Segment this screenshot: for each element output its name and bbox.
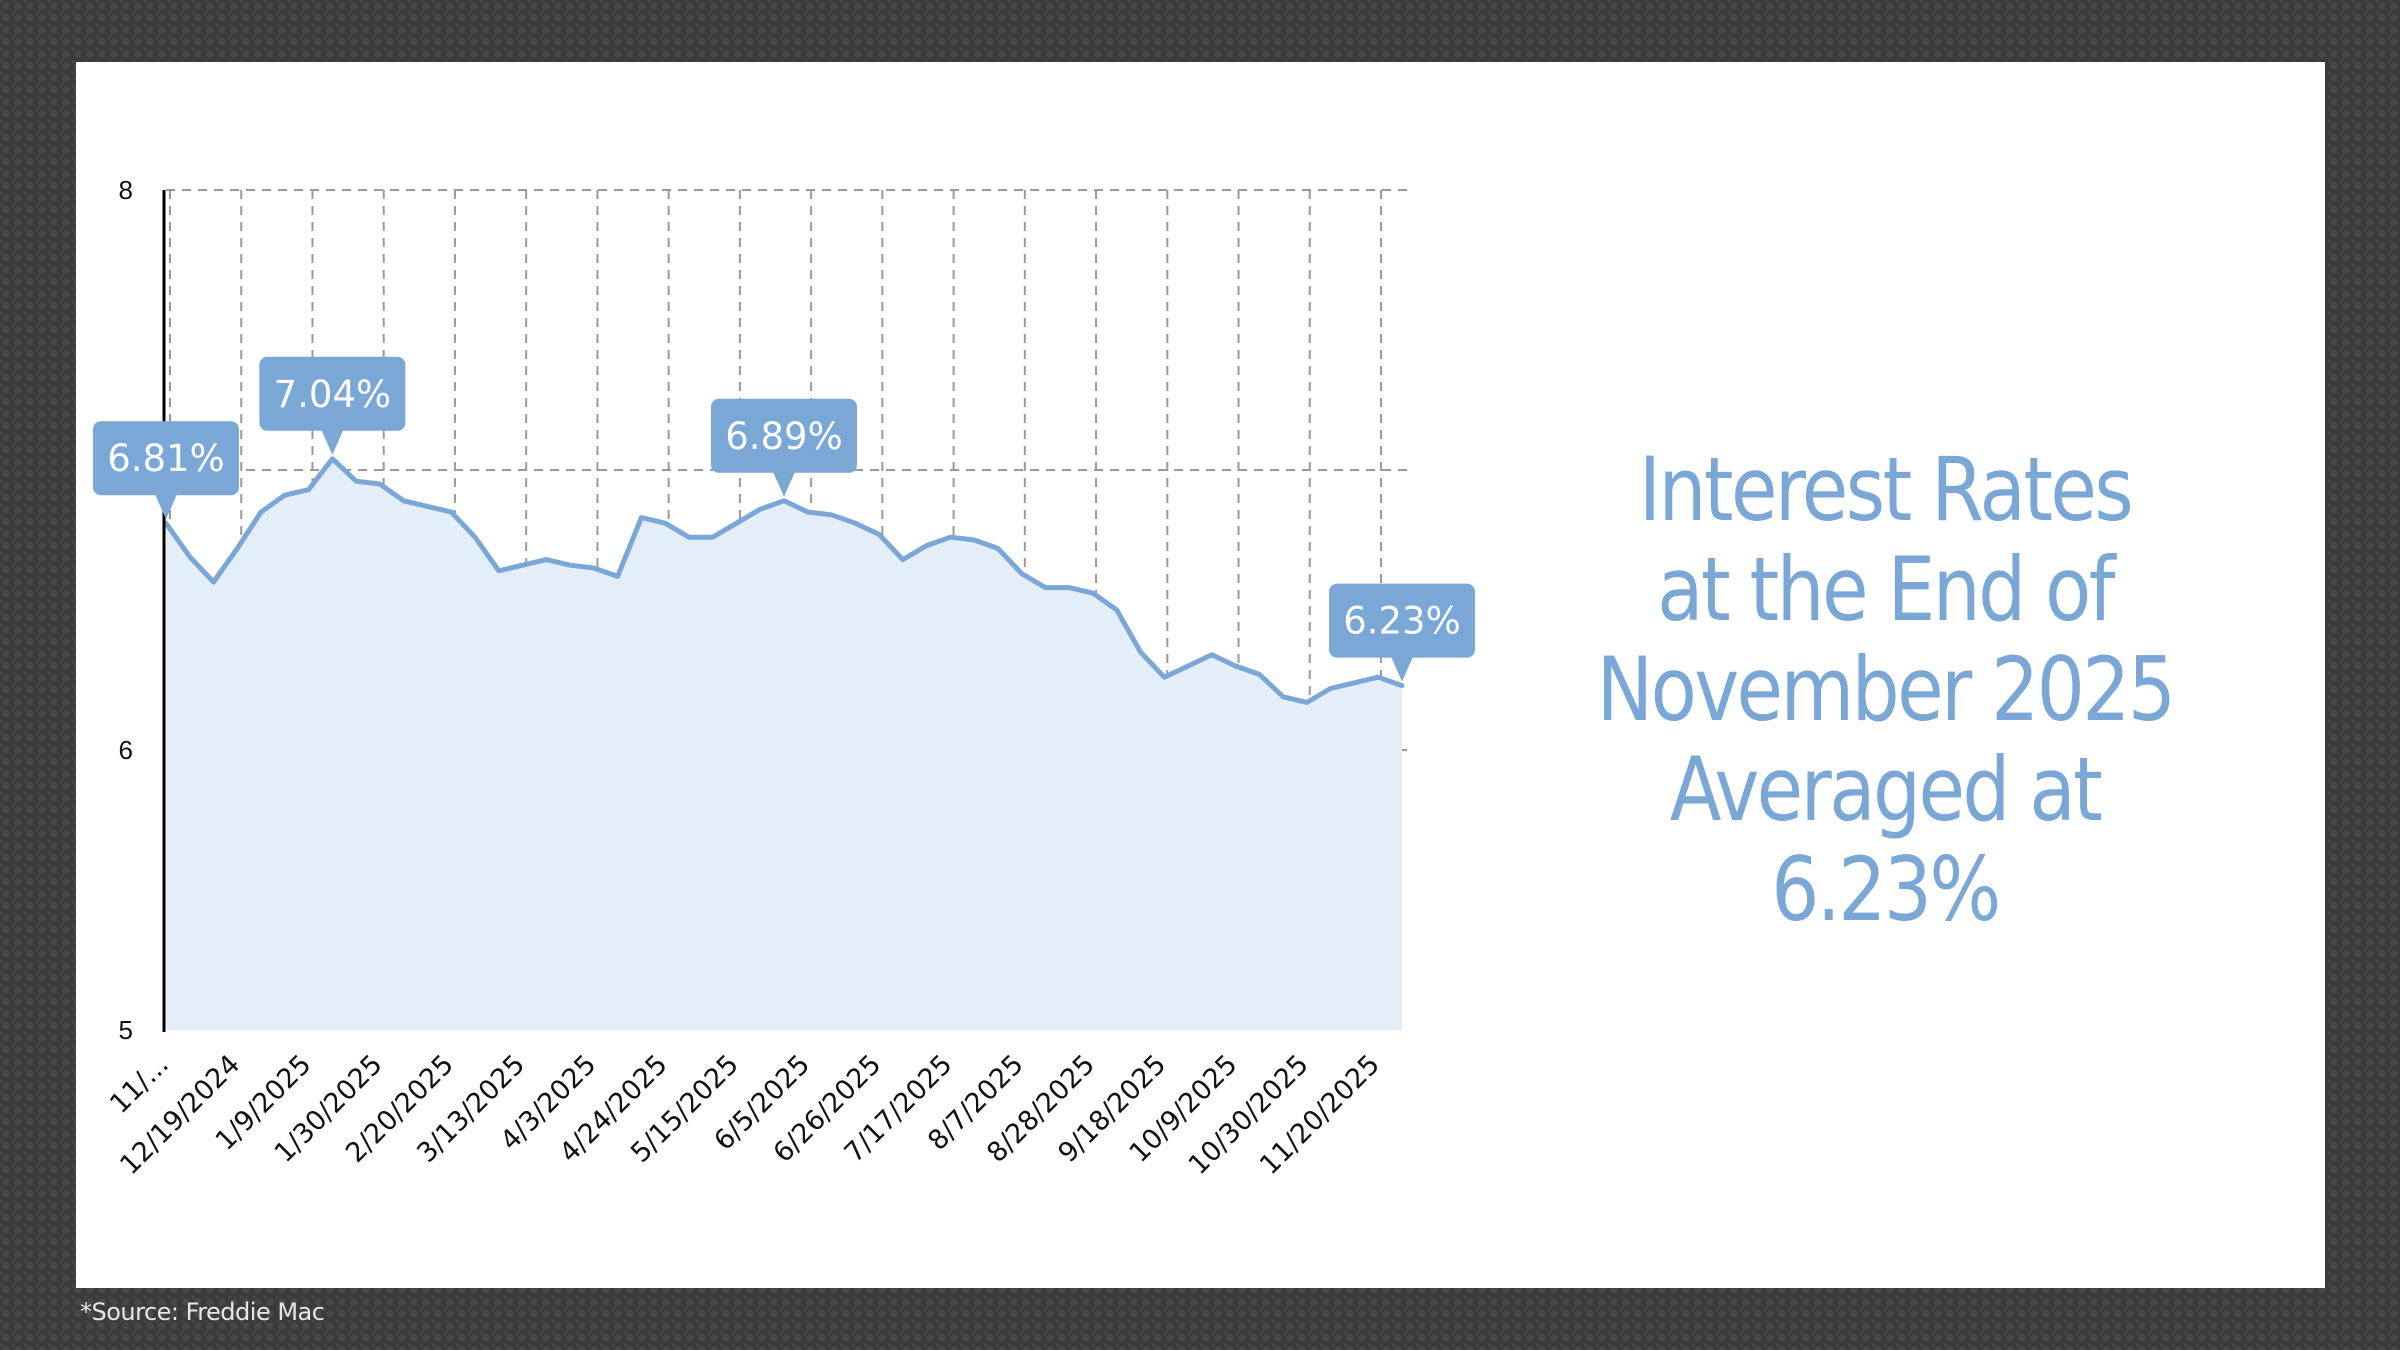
callout-pointer: [1391, 656, 1413, 682]
y-tick-label: 6: [119, 735, 133, 765]
headline-line-1: Interest Rates: [1638, 438, 2134, 541]
headline-line-3: November 2025: [1596, 638, 2176, 741]
value-callout: 6.81%: [93, 421, 239, 520]
area-fill: [166, 458, 1402, 1030]
callout-label: 6.89%: [725, 415, 843, 458]
callout-box: [93, 421, 239, 496]
y-tick-label: 8: [119, 175, 133, 205]
headline-line-4: Averaged at 6.23%: [1669, 738, 2103, 941]
value-callout: 6.23%: [1329, 583, 1475, 682]
headline: Interest Rates at the End of November 20…: [1545, 440, 2224, 940]
callout-box: [1329, 583, 1475, 658]
value-callout: 6.89%: [711, 398, 857, 497]
callout-label: 6.81%: [107, 437, 225, 480]
source-footnote: *Source: Freddie Mac: [80, 1298, 325, 1326]
callout-pointer: [321, 429, 344, 455]
rate-line: [163, 456, 1405, 705]
callout-label: 6.23%: [1343, 600, 1461, 643]
callout-pointer: [773, 471, 795, 497]
y-tick-label: 5: [119, 1015, 133, 1045]
callout-box: [711, 398, 857, 473]
value-callout: 7.04%: [259, 356, 406, 455]
callout-label: 7.04%: [274, 373, 392, 416]
callout-box: [259, 356, 406, 431]
headline-line-2: at the End of: [1657, 538, 2115, 641]
callout-pointer: [155, 494, 177, 520]
